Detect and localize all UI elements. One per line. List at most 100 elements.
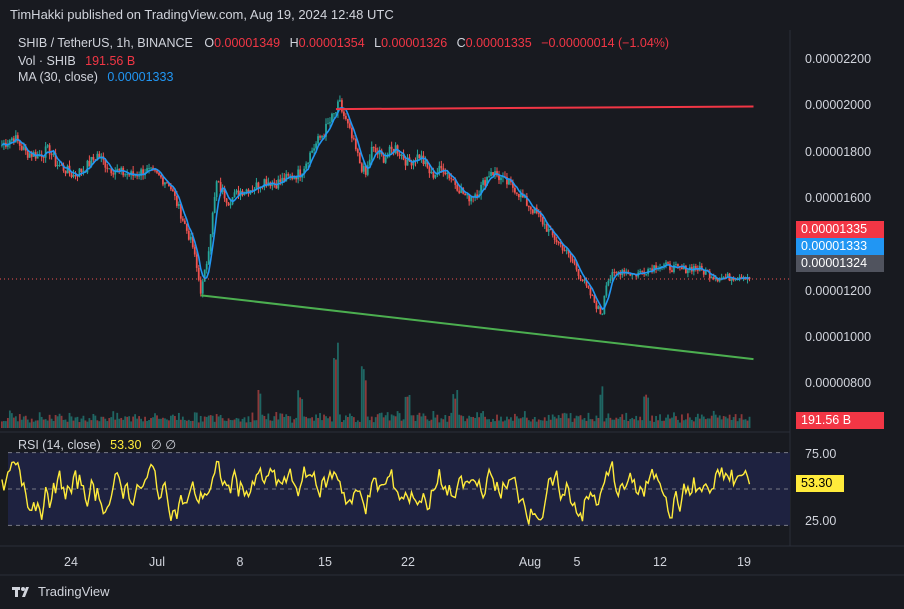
volume-bar bbox=[605, 418, 608, 428]
candle-body bbox=[452, 179, 455, 181]
candle-body bbox=[187, 230, 190, 240]
volume-bar bbox=[639, 416, 642, 428]
volume-label[interactable]: Vol · SHIB bbox=[18, 54, 76, 68]
candle-body bbox=[327, 123, 329, 125]
volume-bar bbox=[1, 421, 3, 428]
candle-body bbox=[718, 279, 721, 282]
rsi-label[interactable]: RSI (14, close) bbox=[18, 438, 101, 452]
volume-bar bbox=[140, 418, 142, 428]
candle-body bbox=[514, 187, 516, 193]
volume-bar bbox=[698, 418, 701, 428]
candle-body bbox=[716, 278, 719, 282]
volume-bar bbox=[181, 416, 184, 428]
candle-body bbox=[356, 149, 359, 153]
volume-bar bbox=[657, 420, 659, 428]
candle-body bbox=[28, 153, 31, 158]
volume-bar bbox=[525, 417, 528, 428]
volume-bar bbox=[213, 421, 216, 428]
candle-body bbox=[726, 273, 729, 278]
candle-body bbox=[191, 236, 194, 248]
candle-body bbox=[605, 285, 608, 296]
candle-body bbox=[62, 164, 65, 171]
candle-body bbox=[430, 171, 433, 174]
volume-bar bbox=[529, 421, 532, 428]
candle-body bbox=[217, 181, 220, 183]
candle-body bbox=[563, 250, 566, 252]
volume-bar bbox=[189, 420, 192, 428]
candle-body bbox=[420, 155, 423, 159]
candle-body bbox=[595, 302, 598, 309]
candle-body bbox=[128, 174, 131, 176]
volume-bar bbox=[400, 420, 403, 428]
volume-bar bbox=[249, 422, 252, 428]
candle-body bbox=[500, 177, 502, 181]
volume-bar bbox=[309, 418, 312, 428]
volume-bar bbox=[356, 420, 359, 428]
volume-bar bbox=[197, 422, 200, 428]
volume-bar bbox=[195, 412, 198, 428]
candle-body bbox=[444, 172, 447, 175]
volume-bar bbox=[667, 414, 669, 428]
candle-body bbox=[223, 188, 226, 199]
volume-bar bbox=[655, 415, 657, 428]
candle-body bbox=[732, 278, 735, 281]
candle-body bbox=[98, 153, 101, 159]
candle-body bbox=[585, 280, 588, 286]
volume-bar bbox=[325, 416, 327, 428]
volume-bar bbox=[281, 413, 284, 428]
volume-bar bbox=[231, 420, 234, 428]
volume-bar bbox=[20, 419, 23, 428]
volume-bar bbox=[36, 420, 39, 428]
candle-body bbox=[343, 111, 345, 117]
volume-bar bbox=[553, 416, 556, 428]
volume-bar bbox=[241, 418, 244, 428]
candle-body bbox=[388, 146, 391, 155]
candle-body bbox=[183, 220, 186, 224]
candle-body bbox=[82, 170, 85, 172]
volume-bar bbox=[136, 418, 139, 428]
volume-bar bbox=[346, 417, 349, 428]
volume-bar bbox=[388, 420, 391, 428]
volume-bar bbox=[436, 414, 439, 428]
candle-body bbox=[464, 193, 467, 196]
volume-bar bbox=[476, 412, 479, 428]
candle-body bbox=[710, 277, 713, 279]
candle-body bbox=[110, 168, 113, 174]
candle-body bbox=[406, 157, 409, 166]
candle-body bbox=[235, 190, 238, 193]
candle-body bbox=[362, 165, 365, 172]
volume-bar bbox=[323, 414, 325, 428]
candle-body bbox=[160, 175, 162, 178]
volume-bar bbox=[362, 369, 365, 428]
volume-bar bbox=[611, 419, 614, 428]
volume-bar bbox=[239, 421, 242, 428]
volume-bar bbox=[76, 416, 79, 428]
volume-bar bbox=[380, 412, 383, 428]
candle-body bbox=[333, 113, 335, 115]
volume-value: 191.56 B bbox=[85, 54, 136, 68]
candle-body bbox=[138, 175, 141, 177]
candle-body bbox=[215, 181, 218, 197]
candle-body bbox=[18, 141, 21, 146]
volume-bar bbox=[78, 422, 81, 428]
tradingview-logo[interactable]: TradingView bbox=[12, 584, 110, 599]
volume-bar bbox=[58, 413, 61, 428]
volume-bar bbox=[414, 420, 417, 428]
candle-body bbox=[303, 168, 306, 174]
volume-bar bbox=[42, 419, 45, 428]
symbol-label[interactable]: SHIB / TetherUS, 1h, BINANCE bbox=[18, 36, 193, 50]
volume-bar bbox=[158, 418, 160, 428]
volume-bar bbox=[372, 422, 375, 428]
rsi-extra: ∅ ∅ bbox=[150, 438, 177, 452]
candle-body bbox=[704, 270, 707, 275]
volume-bar bbox=[623, 419, 626, 428]
ma-label[interactable]: MA (30, close) bbox=[18, 70, 98, 84]
volume-bar bbox=[134, 414, 137, 428]
volume-bar bbox=[10, 413, 13, 428]
candle-body bbox=[559, 242, 562, 245]
candle-body bbox=[175, 195, 178, 206]
rsi-tick-label: 25.00 bbox=[805, 514, 837, 528]
price-legend: SHIB / TetherUS, 1h, BINANCE O0.00001349… bbox=[18, 36, 669, 50]
candle-body bbox=[16, 135, 19, 142]
